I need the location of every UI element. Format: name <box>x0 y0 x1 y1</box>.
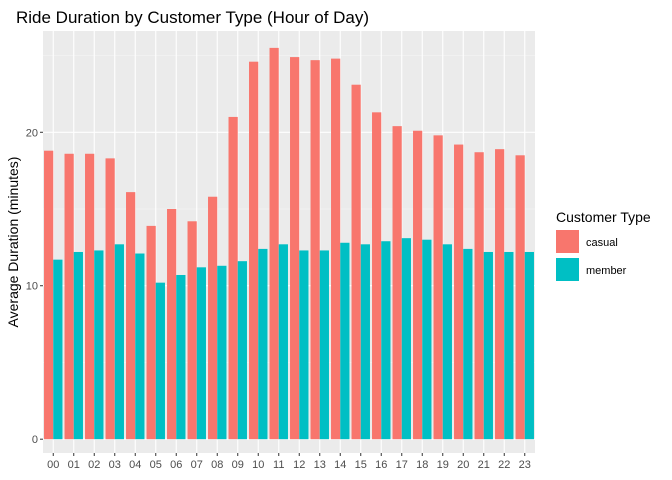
bar-member <box>217 265 227 440</box>
x-tick-label: 23 <box>519 459 531 471</box>
x-tick-label: 13 <box>314 459 326 471</box>
x-tick-label: 06 <box>170 459 182 471</box>
x-tick-label: 00 <box>47 459 59 471</box>
bar-casual <box>44 150 54 440</box>
bar-member <box>258 248 268 440</box>
x-tick-label: 05 <box>150 459 162 471</box>
x-tick-label: 19 <box>437 459 449 471</box>
bar-member <box>114 244 124 440</box>
minor-gridlines <box>43 55 535 363</box>
bar-member <box>319 250 329 440</box>
x-tick-label: 18 <box>416 459 428 471</box>
x-tick-label: 01 <box>68 459 80 471</box>
bar-member <box>73 251 83 440</box>
bar-casual <box>454 144 464 440</box>
bar-casual <box>433 135 443 440</box>
y-tick-label: 10 <box>26 281 38 293</box>
bar-member <box>53 259 63 440</box>
bar-member <box>299 250 309 440</box>
y-tick-label: 20 <box>26 127 38 139</box>
x-tick-label: 07 <box>191 459 203 471</box>
bar-casual <box>187 221 197 440</box>
legend: Customer Type casual member <box>556 209 651 281</box>
legend-key-member <box>556 258 579 281</box>
x-tick-label: 17 <box>396 459 408 471</box>
x-tick-label: 02 <box>88 459 100 471</box>
legend-key-casual <box>556 230 579 253</box>
bar-casual <box>495 149 505 440</box>
bar-member <box>524 251 534 440</box>
bar-casual <box>269 47 279 440</box>
x-tick-label: 20 <box>457 459 469 471</box>
plot-panel <box>43 31 535 453</box>
bar-member <box>94 250 104 440</box>
legend-title: Customer Type <box>556 209 651 225</box>
x-tick-label: 04 <box>129 459 141 471</box>
bar-member <box>360 244 370 440</box>
bar-casual <box>167 209 177 440</box>
bar-member <box>463 248 473 440</box>
bar-member <box>155 282 165 440</box>
bar-casual <box>372 112 382 440</box>
bar-casual <box>351 84 361 440</box>
bar-casual <box>392 126 402 440</box>
bar-casual <box>64 153 74 440</box>
bar-member <box>135 253 145 440</box>
bar-casual <box>474 152 484 440</box>
bar-casual <box>331 58 341 440</box>
x-tick-label: 16 <box>375 459 387 471</box>
x-axis: 00 01 02 03 04 05 06 07 08 09 10 11 12 13 14 15 16 17 18 19… <box>47 453 531 471</box>
x-tick-label: 22 <box>498 459 510 471</box>
bar-member <box>278 244 288 440</box>
bar-member <box>381 241 391 440</box>
bar-casual <box>413 130 423 440</box>
x-tick-label: 10 <box>252 459 264 471</box>
bar-member <box>483 251 493 440</box>
bar-casual <box>105 158 115 440</box>
y-tick-label: 0 <box>32 434 38 446</box>
bar-member <box>442 244 452 440</box>
bar-casual <box>310 60 320 440</box>
x-tick-label: 08 <box>211 459 223 471</box>
x-tick-label: 09 <box>232 459 244 471</box>
y-axis: 0 10 20 <box>26 127 43 446</box>
chart-title: Ride Duration by Customer Type (Hour of … <box>16 8 369 27</box>
legend-label-member: member <box>586 265 627 277</box>
x-tick-label: 14 <box>334 459 346 471</box>
bar-casual <box>146 225 156 440</box>
x-tick-label: 21 <box>478 459 490 471</box>
x-tick-label: 11 <box>273 459 284 471</box>
x-tick-label: 15 <box>355 459 367 471</box>
bar-casual <box>249 61 259 440</box>
bar-member <box>401 238 411 440</box>
bar-member <box>237 261 247 440</box>
bar-casual <box>126 192 136 440</box>
bar-member <box>504 251 514 440</box>
y-axis-label: Average Duration (minutes) <box>5 157 21 328</box>
bar-casual <box>228 116 238 440</box>
bar-member <box>340 242 350 440</box>
legend-label-casual: casual <box>586 237 618 249</box>
x-tick-label: 03 <box>109 459 121 471</box>
bar-member <box>422 239 432 440</box>
bar-casual <box>85 153 95 440</box>
bar-casual <box>515 155 525 440</box>
bar-casual <box>290 57 300 440</box>
x-tick-label: 12 <box>293 459 305 471</box>
bars <box>44 47 534 440</box>
bar-member <box>196 267 206 440</box>
bar-casual <box>208 196 218 440</box>
bar-member <box>176 274 186 440</box>
